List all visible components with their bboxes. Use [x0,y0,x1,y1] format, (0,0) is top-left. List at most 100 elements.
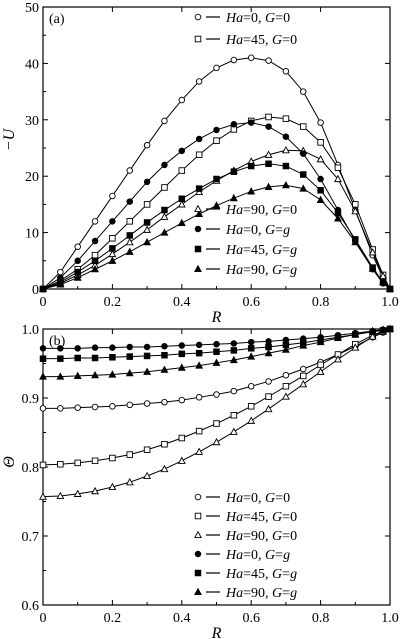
legend-marker [194,569,202,577]
data-point [247,416,256,424]
data-point [161,117,168,125]
x-tick-label: 1.0 [381,611,399,626]
data-point [125,237,134,246]
data-point [178,195,186,203]
data-point [56,372,65,380]
data-point [74,354,81,362]
legend-marker [194,264,202,273]
data-point [299,341,308,349]
data-point [125,368,134,377]
data-point [39,372,47,380]
data-point [368,264,377,272]
data-point [160,365,169,373]
data-point [317,119,324,126]
legend-entry: Ha=45, G=g [194,567,297,582]
data-point [126,167,133,174]
data-point [195,349,203,357]
x-tick-label: 0.4 [173,295,191,310]
series-line [42,184,391,290]
data-point [282,133,290,140]
data-point [281,392,290,400]
data-point [316,195,325,203]
data-point [195,135,203,143]
legend-marker [194,35,202,43]
x-tick-label: 0.4 [173,611,191,626]
data-point [230,168,238,175]
data-point [300,150,307,157]
data-point [212,358,221,366]
series-circle-filled [39,325,394,352]
data-point [264,150,273,158]
legend-marker [194,204,202,213]
data-point [334,164,342,171]
plot-frame [42,6,391,290]
data-point [161,440,168,448]
y-axis-label: Θ [1,456,18,468]
data-point [213,340,220,348]
data-point [56,280,65,288]
legend-marker [194,493,202,501]
data-point [229,427,238,435]
data-point [379,277,388,286]
y-tick-label: 40 [25,57,39,72]
data-point [74,404,81,411]
data-point [73,273,82,281]
data-point [91,257,99,265]
legend-entry: Ha=90, G=g [194,263,297,278]
data-point [247,162,255,170]
data-point [281,345,290,353]
data-point [282,383,290,390]
data-point [39,345,47,352]
series-line [42,328,391,466]
data-point [265,338,272,345]
data-point [39,355,47,362]
data-point [161,161,168,169]
data-point [91,265,100,273]
data-point [212,437,221,446]
data-point [57,355,64,362]
data-point [265,57,272,64]
legend-marker [194,550,202,558]
data-point [143,141,151,149]
legend-label: Ha=90, G=0 [225,529,297,544]
data-point [386,284,394,293]
data-point [352,201,359,208]
data-point [351,343,360,351]
data-point [143,178,151,186]
data-point [213,175,220,183]
data-point [109,344,116,351]
data-point [317,139,324,146]
x-tick-label: 0 [40,295,47,310]
legend-entry: Ha=45, G=g [194,243,297,258]
data-point [247,54,255,62]
data-point [161,206,168,214]
data-point [264,182,273,190]
data-point [195,151,203,159]
x-tick-label: 0.6 [242,611,260,626]
data-point [109,403,116,410]
y-tick-label: 1.0 [22,323,40,338]
data-point [213,126,220,134]
data-point [177,456,186,464]
data-point [300,372,307,380]
data-point [333,333,342,342]
data-point [351,237,360,246]
data-point [229,193,238,202]
data-point [317,187,324,194]
data-point [143,343,151,351]
data-point [125,247,134,255]
data-point [161,343,168,350]
x-axis-label: R [211,309,222,326]
data-point [299,379,308,388]
panel-label: (a) [49,12,65,27]
data-point [91,403,99,411]
data-point [143,400,151,407]
data-point [108,482,117,491]
data-point [39,461,47,469]
data-point [213,348,220,356]
data-point [143,201,151,208]
data-point [247,403,255,410]
data-point [247,352,256,360]
legend: Ha=0, G=0 Ha=45, G=0 Ha=90, G=0 Ha=0, G=g Ha… [194,491,297,601]
